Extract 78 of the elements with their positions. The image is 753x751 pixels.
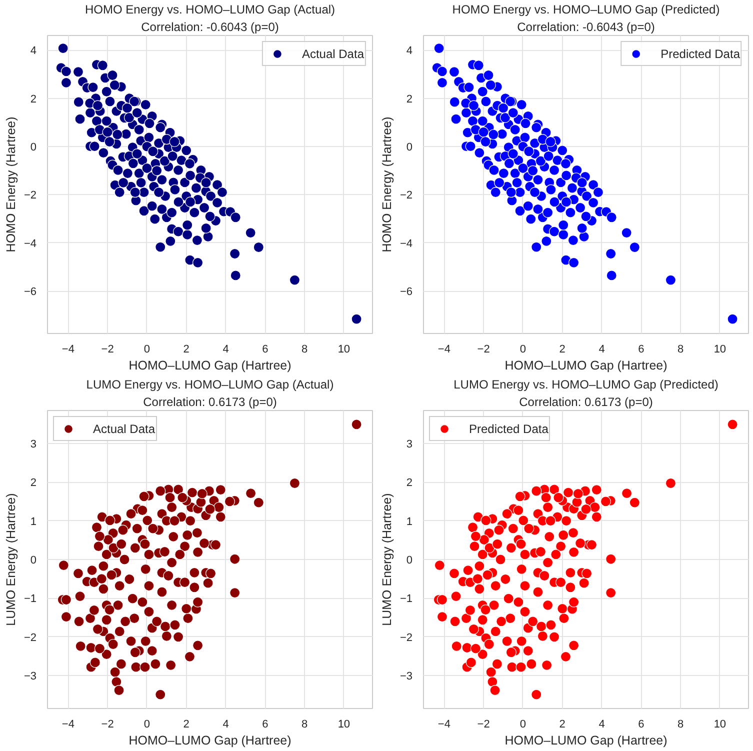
x-tick-label: −4	[62, 718, 74, 730]
y-axis-title: HOMO Energy (Hartree)	[380, 116, 394, 252]
x-tick-label: 0	[144, 344, 150, 356]
x-tick-label: 0	[144, 718, 150, 730]
legend-label: Predicted Data	[469, 422, 548, 436]
chart-title: LUMO Energy vs. HOMO–LUMO Gap (Predicted)	[454, 378, 718, 392]
x-axis-title: HOMO–LUMO Gap (Hartree)	[128, 358, 292, 372]
chart-subtitle: Correlation: 0.6173 (p=0)	[519, 395, 653, 409]
x-tick-label: 4	[598, 344, 605, 356]
y-tick-label: −4	[24, 238, 37, 250]
chart-subtitle: Correlation: 0.6173 (p=0)	[143, 395, 277, 409]
x-tick-label: 10	[714, 344, 726, 356]
legend-label: Actual Data	[302, 46, 364, 60]
y-tick-label: 2	[30, 93, 37, 106]
chart-title: LUMO Energy vs. HOMO–LUMO Gap (Actual)	[86, 378, 334, 392]
y-axis-title: HOMO Energy (Hartree)	[4, 116, 18, 252]
x-tick-label: 10	[338, 344, 350, 356]
x-tick-label: 4	[222, 718, 229, 730]
y-tick-label: 1	[30, 516, 37, 528]
y-tick-label: −3	[24, 670, 37, 683]
y-tick-label: 4	[406, 45, 413, 58]
x-tick-label: 0	[520, 344, 526, 356]
x-tick-label: 2	[183, 718, 190, 730]
y-axis-title: LUMO Energy (Hartree)	[4, 493, 18, 626]
x-tick-label: 6	[262, 718, 268, 730]
y-tick-label: −3	[400, 670, 413, 683]
y-tick-label: 0	[406, 554, 413, 566]
y-tick-label: −6	[400, 286, 413, 298]
y-tick-label: −2	[400, 632, 413, 644]
x-tick-label: 6	[638, 344, 644, 356]
x-tick-label: 8	[677, 344, 684, 356]
x-tick-label: −2	[101, 344, 114, 356]
chart-title: HOMO Energy vs. HOMO–LUMO Gap (Predicted)	[452, 2, 720, 16]
x-tick-label: −4	[62, 344, 74, 356]
y-tick-label: 0	[30, 554, 37, 566]
y-tick-label: 2	[30, 477, 37, 490]
y-tick-label: 3	[406, 438, 413, 450]
x-tick-label: −2	[101, 718, 114, 730]
x-tick-label: 2	[559, 344, 566, 356]
y-axis-title: LUMO Energy (Hartree)	[380, 493, 394, 626]
y-tick-label: 3	[30, 438, 37, 450]
x-tick-label: 8	[301, 718, 308, 730]
chart-title: HOMO Energy vs. HOMO–LUMO Gap (Actual)	[84, 2, 336, 16]
x-axis-title: HOMO–LUMO Gap (Hartree)	[504, 734, 668, 748]
y-tick-label: −2	[24, 190, 37, 202]
x-tick-label: 2	[183, 344, 190, 356]
x-tick-label: 8	[301, 344, 308, 356]
y-tick-label: −2	[24, 632, 37, 644]
y-tick-label: 0	[406, 142, 413, 154]
x-tick-label: 10	[338, 718, 350, 730]
x-tick-label: −2	[477, 718, 490, 730]
legend-label: Predicted Data	[660, 46, 740, 60]
y-tick-label: 1	[406, 516, 413, 528]
x-axis-title: HOMO–LUMO Gap (Hartree)	[504, 358, 668, 372]
y-tick-label: 4	[30, 45, 37, 58]
y-tick-label: 2	[406, 93, 413, 106]
chart-subtitle: Correlation: -0.6043 (p=0)	[517, 20, 655, 34]
legend-label: Actual Data	[93, 422, 156, 436]
y-tick-label: −2	[400, 190, 413, 202]
y-tick-label: 0	[30, 142, 37, 154]
y-tick-label: −6	[24, 286, 37, 298]
y-tick-label: −4	[400, 238, 413, 250]
x-tick-label: −2	[477, 344, 490, 356]
x-tick-label: 0	[520, 718, 526, 730]
x-tick-label: 4	[598, 718, 605, 730]
y-tick-label: −1	[400, 593, 413, 606]
x-tick-label: 10	[714, 718, 726, 730]
x-tick-label: −4	[438, 344, 450, 356]
y-tick-label: 2	[406, 477, 413, 490]
x-tick-label: 6	[262, 344, 268, 356]
x-tick-label: 8	[677, 718, 684, 730]
chart-subtitle: Correlation: -0.6043 (p=0)	[141, 20, 279, 34]
x-tick-label: 4	[222, 344, 229, 356]
y-tick-label: −1	[24, 593, 37, 606]
x-tick-label: 6	[638, 718, 644, 730]
x-axis-title: HOMO–LUMO Gap (Hartree)	[128, 734, 292, 748]
x-tick-label: −4	[438, 718, 450, 730]
x-tick-label: 2	[559, 718, 566, 730]
